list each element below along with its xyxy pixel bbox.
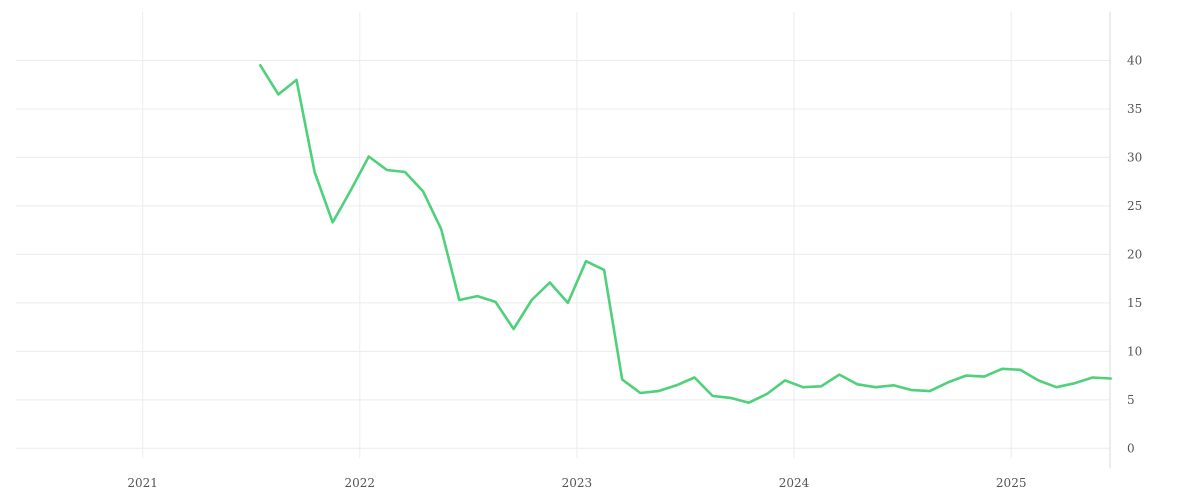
y-tick-label: 15 (1127, 296, 1142, 310)
x-tick-label: 2021 (127, 476, 158, 490)
series-line (258, 64, 1112, 405)
x-tick-label: 2024 (779, 476, 810, 490)
x-tick-label: 2023 (562, 476, 593, 490)
y-tick-label: 0 (1127, 441, 1135, 455)
series-line-layer (258, 64, 1112, 405)
x-tick-label: 2025 (996, 476, 1027, 490)
grid-layer (16, 12, 1110, 458)
y-tick-label: 25 (1127, 199, 1142, 213)
y-tick-label: 40 (1127, 53, 1142, 67)
x-tick-label: 2022 (345, 476, 376, 490)
y-tick-label: 20 (1127, 247, 1142, 261)
y-tick-label: 35 (1127, 102, 1142, 116)
y-tick-label: 30 (1127, 150, 1142, 164)
y-tick-label: 5 (1127, 393, 1135, 407)
y-tick-label: 10 (1127, 344, 1142, 358)
